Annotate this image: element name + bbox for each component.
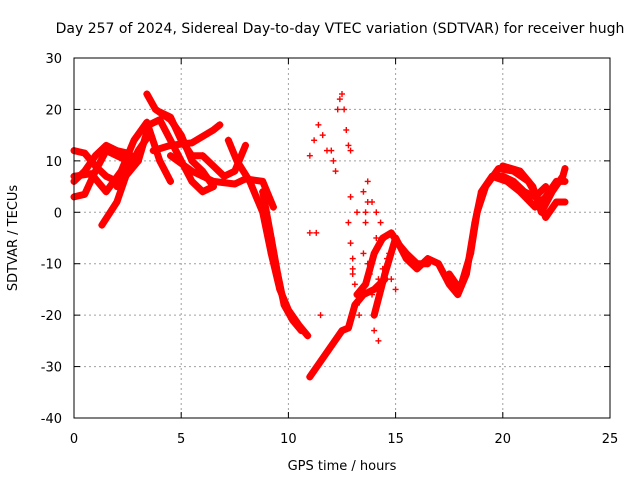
y-tick-label: 0 [54,206,62,221]
series-scatter-cluster [306,193,399,344]
chart-title: Day 257 of 2024, Sidereal Day-to-day VTE… [56,21,625,37]
series-track-12 [259,188,305,335]
series-trace [70,118,174,196]
series-track-8 [156,108,250,180]
x-tick-label: 0 [70,432,78,447]
y-tick-label: -10 [41,258,62,273]
x-axis-label: GPS time / hours [288,459,397,474]
series-track-18 [499,162,569,216]
y-tick-label: -30 [41,361,62,376]
y-tick-label: 30 [45,52,62,67]
y-tick-label: 10 [45,155,62,170]
series-track-10 [166,152,277,211]
series-track-13 [306,275,389,381]
series-trace [259,188,305,335]
x-tick-label: 15 [387,432,404,447]
x-tick-label: 25 [602,432,619,447]
x-tick-label: 5 [177,432,185,447]
x-tick-label: 10 [280,432,297,447]
grid-lines [74,58,610,418]
x-tick-label: 20 [495,432,512,447]
y-tick-label: -20 [41,309,62,324]
y-tick-label: 20 [45,103,62,118]
series-arc-12h [306,91,354,175]
series-arc-14h [349,178,393,277]
series-track-9 [149,121,224,155]
y-tick-label: -40 [41,412,62,427]
plot-frame [73,57,611,419]
axis-ticks: 0 5 10 15 20 25 -40 -30 -20 -10 0 10 20 30 [41,52,619,447]
y-axis-label: SDTVAR / TECUs [6,185,21,292]
data-series [70,90,569,381]
series-track-5 [70,118,174,196]
